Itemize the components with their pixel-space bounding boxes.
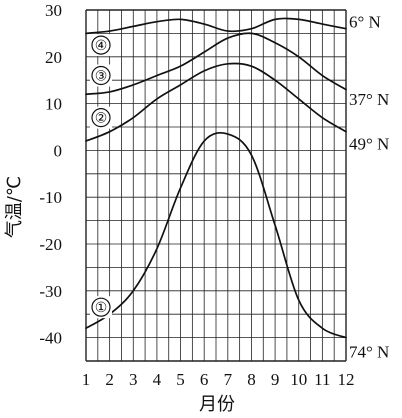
series-number-text: ② <box>95 112 108 127</box>
series-line-2 <box>85 62 347 142</box>
x-tick-label: 8 <box>247 370 256 389</box>
series-labels: ① ② ③ ④ 74° N 49° N 37° N 6° N <box>90 13 389 362</box>
series-number-text: ① <box>95 301 108 316</box>
y-tick-label: -10 <box>39 188 62 207</box>
y-tick-label: 30 <box>45 1 62 20</box>
series-number-backdrop <box>90 34 112 57</box>
series-line-3 <box>85 32 347 96</box>
x-tick-label: 6 <box>200 370 209 389</box>
series-line-4 <box>85 17 347 35</box>
series-number-3: ③ <box>90 64 112 87</box>
x-tick-label: 7 <box>224 370 233 389</box>
y-tick-label: 10 <box>45 95 62 114</box>
series-number-1: ① <box>90 296 112 319</box>
series-latitude-label-1: 74° N <box>349 343 389 362</box>
x-axis-title: 月份 <box>199 394 235 415</box>
x-tick-label: 11 <box>314 370 330 389</box>
y-tick-label: -20 <box>39 235 62 254</box>
x-tick-label: 10 <box>290 370 307 389</box>
series-number-circle <box>91 108 111 128</box>
series-number-2: ② <box>90 106 112 129</box>
series-line-1 <box>85 131 347 339</box>
series-number-backdrop <box>90 106 112 129</box>
x-tick-label: 12 <box>338 370 355 389</box>
grid <box>85 9 347 362</box>
series-lines <box>85 17 347 339</box>
series-number-circle <box>91 297 111 317</box>
x-tick-label: 9 <box>271 370 280 389</box>
x-tick-label: 1 <box>82 370 91 389</box>
y-tick-label: 20 <box>45 48 62 67</box>
x-tick-label: 3 <box>129 370 138 389</box>
y-tick-label: -40 <box>39 329 62 348</box>
y-axis-title: 气温/℃ <box>4 176 25 238</box>
y-tick-label: -30 <box>39 282 62 301</box>
series-number-circle <box>91 35 111 55</box>
x-tick-label: 5 <box>176 370 185 389</box>
series-latitude-label-3: 37° N <box>349 90 389 109</box>
series-number-text: ③ <box>95 70 108 85</box>
y-tick-label: 0 <box>54 141 63 160</box>
series-number-circle <box>91 65 111 86</box>
series-latitude-label-2: 49° N <box>349 134 389 153</box>
series-number-backdrop <box>90 296 112 319</box>
series-number-4: ④ <box>90 34 112 57</box>
series-number-backdrop <box>90 64 112 87</box>
series-number-text: ④ <box>95 39 108 54</box>
x-tick-label: 4 <box>153 370 162 389</box>
x-tick-label: 2 <box>105 370 114 389</box>
series-latitude-label-4: 6° N <box>349 13 381 32</box>
